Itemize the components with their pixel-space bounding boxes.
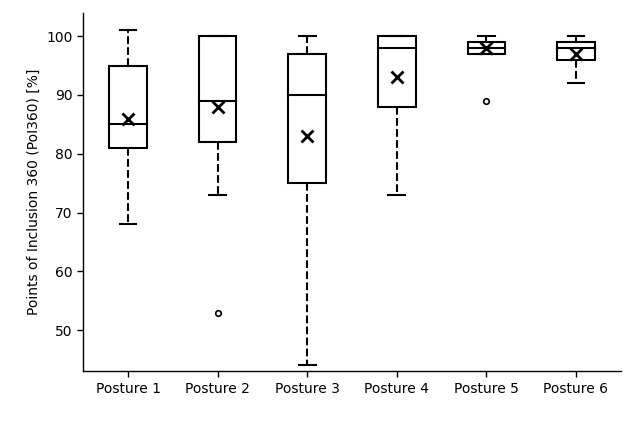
Bar bbox=[289, 54, 326, 183]
Bar bbox=[468, 42, 505, 54]
Bar bbox=[109, 65, 147, 148]
Y-axis label: Points of Inclusion 360 (PoI360) [%]: Points of Inclusion 360 (PoI360) [%] bbox=[27, 69, 41, 315]
Bar bbox=[557, 42, 595, 60]
Bar bbox=[378, 36, 415, 107]
Bar bbox=[199, 36, 236, 142]
